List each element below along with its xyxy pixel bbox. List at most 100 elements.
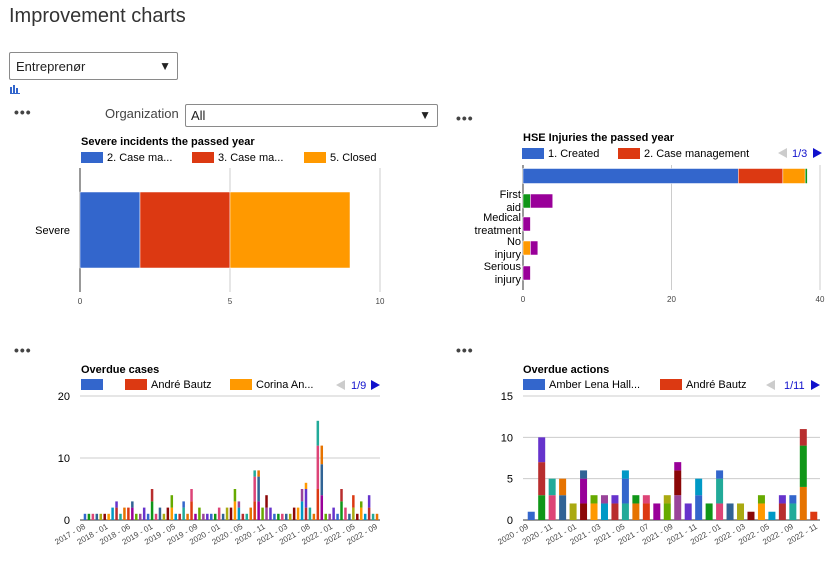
bar-segment [611, 503, 619, 520]
bar-segment [530, 193, 553, 209]
bar-segment [316, 489, 320, 520]
bar-segment [336, 513, 339, 520]
bar-segment [190, 501, 193, 520]
bar-segment [190, 489, 193, 502]
bar-segment [186, 513, 189, 520]
bar-segment [213, 513, 217, 520]
bar-segment [265, 507, 268, 520]
bar-segment [340, 501, 343, 520]
bar-segment [789, 503, 797, 520]
bar-segment [367, 507, 371, 520]
bar-segment [233, 501, 237, 520]
bar-segment [580, 503, 588, 520]
bar-segment [590, 495, 598, 504]
bar-segment [265, 495, 268, 508]
bar-segment [261, 507, 264, 520]
bar-segment [569, 503, 577, 520]
organization-select[interactable]: All ▼ [185, 104, 438, 127]
overdue-cases-menu-button[interactable]: ••• [14, 342, 32, 358]
bar-segment [363, 513, 367, 520]
bar-segment [91, 513, 95, 520]
bar-segment [757, 503, 765, 520]
x-tick-label: 5 [228, 297, 233, 306]
bar-segment [182, 507, 185, 520]
y-category-label-line: injury [495, 274, 522, 286]
legend-item[interactable]: 5. Closed [330, 152, 376, 164]
legend-item[interactable]: André Bautz [686, 379, 747, 391]
legend-swatch [192, 152, 214, 163]
legend-prev-arrow-icon[interactable] [766, 380, 775, 390]
legend-swatch [618, 148, 640, 159]
bar-segment [103, 513, 106, 520]
legend-swatch [81, 152, 103, 163]
y-tick-label: 5 [507, 474, 513, 486]
bar-segment [257, 501, 260, 520]
bar-segment [281, 513, 284, 520]
bar-segment [158, 507, 162, 520]
legend-pager: 1/11 [784, 380, 805, 392]
legend-prev-arrow-icon[interactable] [778, 148, 787, 158]
bar-segment [522, 193, 531, 209]
legend-item[interactable]: 3. Case ma... [218, 152, 283, 164]
legend: André Bautz Corina An... [81, 379, 313, 391]
y-category-label: First aid [500, 189, 521, 214]
bar-segment [632, 503, 640, 520]
bar-segment [304, 507, 308, 520]
legend-item[interactable]: 1. Created [548, 148, 599, 160]
bar-segment [257, 470, 260, 477]
bar-segment [237, 507, 241, 520]
bar-segment [296, 507, 300, 520]
bar-segment [269, 507, 272, 520]
bar-segment [127, 507, 130, 520]
y-category-label: No injury [495, 236, 522, 261]
bar-segment [131, 507, 134, 520]
bar-segment [198, 507, 201, 520]
legend-prev-arrow-icon[interactable] [336, 380, 345, 390]
bar-segment [538, 437, 546, 463]
company-select[interactable]: Entreprenør ▼ [9, 52, 178, 80]
legend: 1. Created 2. Case management [522, 148, 749, 160]
bar-chart-icon[interactable] [10, 84, 20, 94]
legend-item[interactable]: André Bautz [151, 379, 212, 391]
legend-item[interactable]: Amber Lena Hall... [549, 379, 640, 391]
bar-segment [716, 470, 724, 479]
bar-segment [621, 478, 629, 504]
bar-segment [304, 482, 308, 489]
bar-segment [632, 495, 640, 504]
bar-segment [684, 503, 692, 520]
bar-segment [194, 513, 197, 520]
legend-next-arrow-icon[interactable] [811, 380, 820, 390]
legend: 2. Case ma... 3. Case ma... 5. Closed [81, 152, 376, 164]
bar-segment [738, 168, 784, 184]
bar-segment [249, 507, 252, 520]
legend-swatch [81, 379, 103, 390]
bar-segment [206, 513, 209, 520]
bar-segment [138, 513, 142, 520]
severe-chart-menu-button[interactable]: ••• [14, 104, 32, 120]
legend-next-arrow-icon[interactable] [813, 148, 822, 158]
bar-segment [522, 240, 531, 256]
hse-chart-menu-button[interactable]: ••• [456, 110, 474, 126]
bar-segment [559, 478, 567, 496]
bar-segment [367, 495, 371, 508]
overdue-actions-menu-button[interactable]: ••• [456, 342, 474, 358]
legend-item[interactable]: 2. Case ma... [107, 152, 172, 164]
x-tick-label: 10 [376, 297, 385, 306]
legend-next-arrow-icon[interactable] [371, 380, 380, 390]
chart-title: Overdue cases [81, 364, 159, 376]
bar-segment [320, 495, 324, 520]
bar-segment [111, 507, 114, 520]
bar-segment [621, 503, 629, 520]
x-tick-label: 40 [816, 295, 825, 304]
bar-segment [170, 507, 174, 520]
bar-segment [778, 495, 786, 504]
bar-segment [538, 462, 546, 496]
x-tick-label: 20 [667, 295, 676, 304]
bar-segment [340, 489, 343, 502]
bar-segment [107, 513, 110, 520]
bar-segment [217, 507, 221, 520]
legend-swatch [660, 379, 682, 390]
legend-item[interactable]: 2. Case management [644, 148, 749, 160]
legend-item[interactable]: Corina An... [256, 379, 313, 391]
legend-pager: 1/9 [351, 380, 366, 392]
